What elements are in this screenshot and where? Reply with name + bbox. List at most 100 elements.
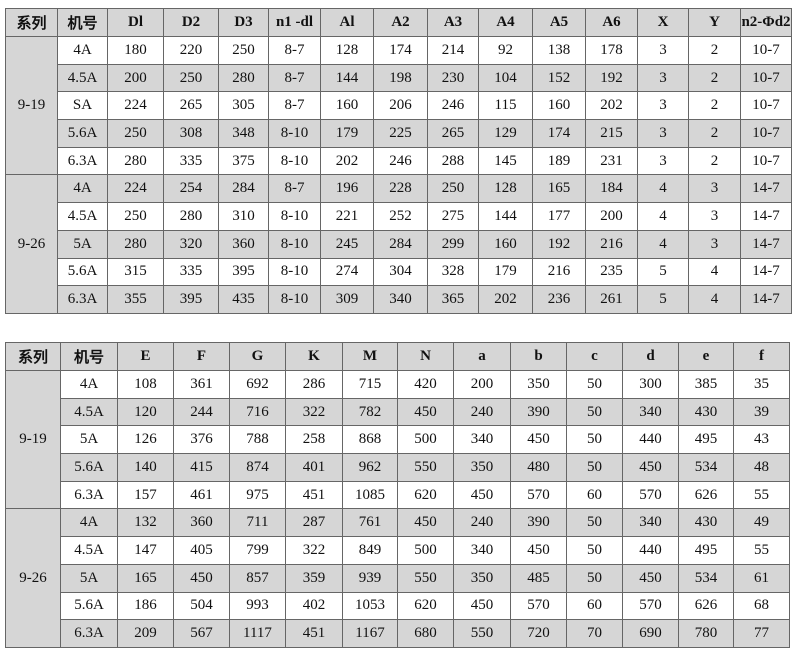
- value-cell: 60: [566, 591, 623, 621]
- value-cell: 939: [342, 563, 398, 593]
- value-cell: 288: [427, 146, 479, 176]
- model-cell: 5A: [60, 425, 118, 455]
- value-cell: 401: [285, 453, 343, 482]
- value-cell: 165: [117, 563, 174, 593]
- value-cell: 50: [566, 370, 623, 399]
- value-cell: 340: [453, 536, 511, 565]
- value-cell: 214: [427, 36, 479, 65]
- value-cell: 284: [373, 229, 428, 259]
- model-cell: 4.5A: [60, 536, 118, 565]
- model-cell: 4.5A: [60, 397, 118, 427]
- table-row: 6.3A 209 567 1117 451 1167 680 550 720 70 690 780 77: [6, 619, 790, 648]
- table-row: 9-26 4A 132 360 711 287 761 450 240 390 50 340 430 49: [5, 508, 790, 648]
- column-header: e: [678, 342, 734, 371]
- value-cell: 129: [478, 119, 533, 148]
- value-cell: 250: [107, 202, 164, 231]
- value-cell: 315: [107, 257, 164, 287]
- value-cell: 440: [622, 536, 679, 565]
- model-cell: 4.5A: [57, 63, 108, 93]
- value-cell: 450: [173, 563, 230, 593]
- value-cell: 216: [532, 257, 586, 287]
- value-cell: 216: [585, 229, 638, 259]
- value-cell: 8-10: [268, 146, 321, 176]
- value-cell: 4: [637, 202, 689, 231]
- value-cell: 395: [163, 285, 219, 314]
- value-cell: 174: [373, 36, 428, 65]
- series-cell: 9-26: [5, 508, 61, 648]
- table-row: 5A 126 376 788 258 868 500 340 450 50 440 495 43: [6, 425, 790, 455]
- value-cell: 5: [637, 257, 689, 287]
- value-cell: 180: [107, 36, 164, 65]
- value-cell: 495: [678, 536, 734, 565]
- value-cell: 50: [566, 508, 623, 538]
- value-cell: 4: [637, 229, 689, 259]
- value-cell: 340: [622, 508, 679, 538]
- value-cell: 10-7: [740, 119, 792, 148]
- value-cell: 567: [173, 619, 230, 648]
- value-cell: 50: [566, 425, 623, 455]
- value-cell: 200: [453, 370, 511, 399]
- table-row: 4.5A 200 250 280 8-7 144 198 230 104 152 192 3 2 10-7: [6, 63, 792, 93]
- column-header: N: [397, 342, 454, 371]
- model-cell: 5.6A: [60, 591, 118, 621]
- value-cell: 115: [478, 91, 533, 121]
- value-cell: 252: [373, 202, 428, 231]
- table-row: 5.6A 315 335 395 8-10 274 304 328 179 216 235 5 4 14-…: [6, 257, 792, 287]
- value-cell: 244: [173, 397, 230, 427]
- value-cell: 14-7: [740, 202, 792, 231]
- value-cell: 179: [320, 119, 374, 148]
- value-cell: 108: [117, 370, 174, 399]
- value-cell: 500: [397, 536, 454, 565]
- value-cell: 144: [320, 63, 374, 93]
- value-cell: 160: [320, 91, 374, 121]
- table-row: 5.6A 186 504 993 402 1053 620 450 570 60 570 626 68: [6, 591, 790, 621]
- value-cell: 299: [427, 229, 479, 259]
- value-cell: 570: [510, 591, 567, 621]
- value-cell: 261: [585, 285, 638, 314]
- value-cell: 8-10: [268, 257, 321, 287]
- value-cell: 235: [585, 257, 638, 287]
- column-header: Y: [688, 8, 741, 37]
- column-header: 机号: [60, 342, 118, 371]
- value-cell: 3: [637, 146, 689, 176]
- column-header: 系列: [5, 8, 58, 37]
- value-cell: 49: [733, 508, 790, 538]
- value-cell: 43: [733, 425, 790, 455]
- value-cell: 534: [678, 563, 734, 593]
- value-cell: 220: [163, 36, 219, 65]
- value-cell: 184: [585, 174, 638, 204]
- value-cell: 450: [397, 508, 454, 538]
- value-cell: 14-7: [740, 174, 792, 204]
- value-cell: 451: [285, 619, 343, 648]
- value-cell: 50: [566, 453, 623, 482]
- value-cell: 228: [373, 174, 428, 204]
- value-cell: 359: [285, 563, 343, 593]
- value-cell: 340: [622, 397, 679, 427]
- column-header: b: [510, 342, 567, 371]
- value-cell: 120: [117, 397, 174, 427]
- table-row: 9-26 4A 224 254 284 8-7 196 228 250 128 165 184 4 3 14…: [5, 174, 792, 314]
- column-header: n1 -dl: [268, 8, 321, 37]
- value-cell: 962: [342, 453, 398, 482]
- value-cell: 60: [566, 480, 623, 510]
- value-cell: 3: [688, 202, 741, 231]
- column-header: f: [733, 342, 790, 371]
- table-row: 5A 165 450 857 359 939 550 350 485 50 450 534 61: [6, 563, 790, 593]
- value-cell: 140: [117, 453, 174, 482]
- value-cell: 160: [532, 91, 586, 121]
- value-cell: 250: [427, 174, 479, 204]
- series-cell: 9-26: [5, 174, 58, 314]
- value-cell: 2: [688, 119, 741, 148]
- value-cell: 14-7: [740, 257, 792, 287]
- value-cell: 570: [622, 591, 679, 621]
- value-cell: 274: [320, 257, 374, 287]
- value-cell: 550: [397, 563, 454, 593]
- value-cell: 350: [510, 370, 567, 399]
- value-cell: 975: [229, 480, 286, 510]
- value-cell: 570: [622, 480, 679, 510]
- value-cell: 350: [453, 453, 511, 482]
- value-cell: 495: [678, 425, 734, 455]
- value-cell: 2: [688, 63, 741, 93]
